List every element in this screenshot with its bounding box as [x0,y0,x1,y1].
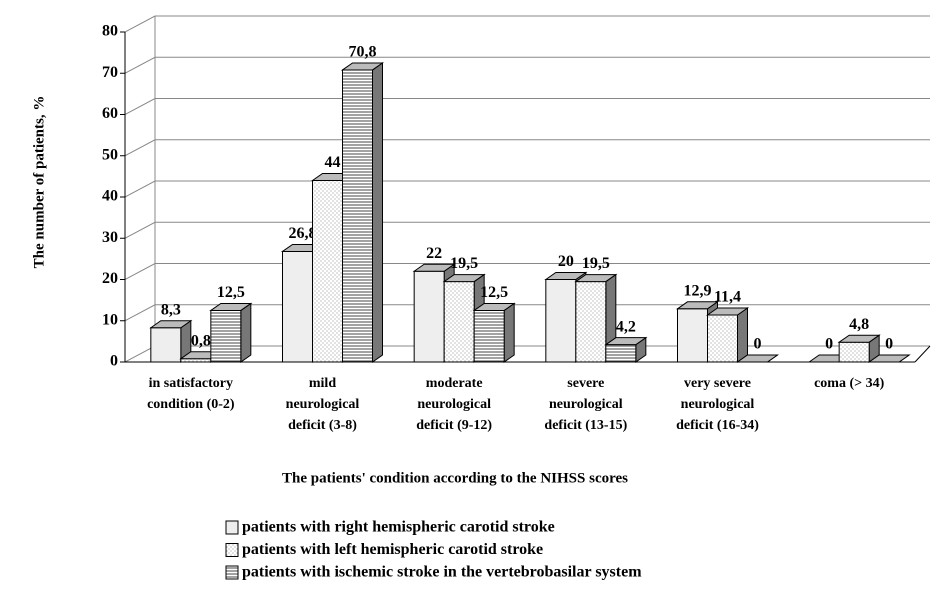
x-tick-label: neurological [417,397,491,412]
value-label: 44 [325,154,341,171]
bar-side [737,307,748,363]
bar-top [472,302,516,311]
value-label: 12,5 [217,284,245,301]
bar-top [149,320,193,329]
legend-swatch [225,565,239,580]
legend-label: patients with right hemispheric carotid … [242,519,555,536]
bar-side [503,302,515,363]
bar [545,279,577,363]
grid-line [124,139,930,157]
grid-line [124,98,930,115]
bar [443,281,475,363]
y-tick-label: 30 [102,229,118,246]
bar-top [837,334,881,343]
value-label: 11,4 [714,289,741,306]
bar [342,69,373,363]
bar-side [240,302,252,363]
bar [413,270,445,363]
y-tick-label: 0 [110,353,118,370]
value-label: 0 [885,336,893,353]
grid-line [124,15,930,33]
bar-top [544,272,588,280]
bar-top [574,274,618,283]
value-label: 12,5 [480,284,508,301]
value-label: 70,8 [349,44,377,61]
y-tick-label: 10 [102,311,118,328]
bar-top [340,62,385,71]
x-tick-label: mild [309,376,336,391]
y-tick-label: 70 [102,64,118,81]
grid-line [124,56,930,74]
bar-side [372,61,383,363]
x-tick-label: neurological [286,397,360,412]
y-tick-label: 60 [102,105,118,122]
y-tick-label: 20 [102,270,118,287]
floor-edge [914,345,931,363]
bar [575,281,607,363]
x-tick-label: neurological [549,397,623,412]
x-tick-label: condition (0-2) [147,397,235,412]
bar-top [604,337,648,346]
bar [150,327,182,363]
x-tick-label: moderate [426,376,483,391]
x-tick-label: neurological [681,397,755,412]
bar-top [675,301,720,310]
bar [312,180,343,363]
x-tick-label: severe [567,376,604,391]
x-tick-label: deficit (16-34) [676,418,759,433]
y-axis-title: The number of patients, % [31,96,47,269]
legend-label: patients with ischemic stroke in the ver… [242,564,642,581]
grid-line [124,263,930,280]
x-axis-title: The patients' condition according to the… [282,470,628,486]
x-tick-label: in satisfactory [149,376,233,391]
bar [473,309,505,363]
grid-line [124,221,930,239]
bar [838,341,870,363]
x-tick-label: deficit (13-15) [544,418,627,433]
bar [210,309,242,363]
x-tick-label: very severe [684,376,751,391]
bar [605,344,637,363]
bar-top [735,354,780,363]
value-label: 26,8 [289,225,317,242]
value-label: 0 [754,336,762,353]
value-label: 4,8 [849,316,869,333]
y-tick-label: 80 [102,23,118,40]
bar-top [442,274,486,283]
y-tick-label: 40 [102,188,118,205]
legend-label: patients with left hemispheric carotid s… [242,541,543,558]
value-label: 22 [426,245,442,262]
value-label: 0 [825,336,833,353]
bar-top [209,302,253,311]
value-label: 12,9 [684,282,712,299]
value-label: 20 [558,253,574,270]
bar-top [867,354,911,363]
value-label: 4,2 [616,318,636,335]
grid-line [124,304,930,322]
value-label: 19,5 [450,255,478,272]
bar [707,314,738,363]
bar [282,250,313,363]
value-label: 8,3 [161,301,181,318]
legend-swatch [225,543,239,557]
x-tick-label: deficit (9-12) [416,418,492,433]
y-tick-label: 50 [102,146,118,163]
value-label: 0,8 [191,332,211,349]
value-label: 19,5 [582,255,610,272]
x-tick-label: deficit (3-8) [288,418,357,433]
legend-swatch [225,520,239,535]
bar-top [412,263,456,272]
bar-top [705,307,750,316]
grid-line [124,180,930,198]
x-tick-label: coma (> 34) [814,376,885,391]
bar [677,308,708,363]
